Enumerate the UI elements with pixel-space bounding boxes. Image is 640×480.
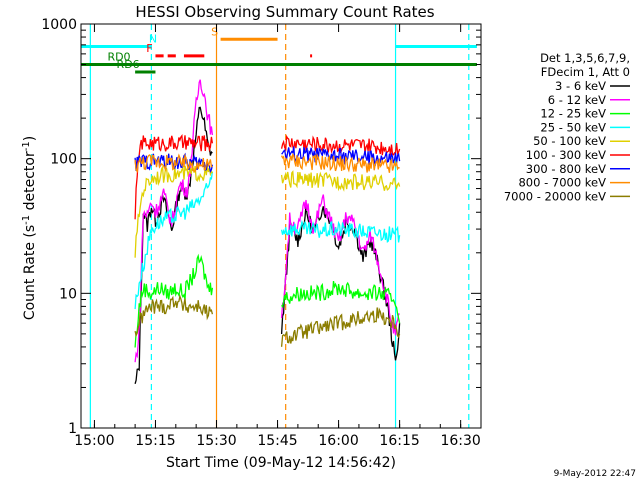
y-axis-label-end: )	[22, 136, 38, 141]
x-tick-label-4: 15:45	[257, 433, 297, 449]
series-50-100-kev	[134, 164, 401, 258]
flag-label-s: S	[211, 25, 218, 38]
y-tick-label-1: 1	[68, 421, 77, 437]
plot-frame	[80, 23, 482, 429]
flag-label-rd6: RD6	[117, 58, 140, 71]
series-12-25-kev	[134, 253, 401, 348]
legend-label-8: 800 - 7000 keV	[518, 176, 606, 190]
series-300-800-kev	[134, 146, 401, 174]
y-tick-label-2: 10	[59, 286, 77, 302]
y-tick-label-4: 1000	[41, 17, 77, 33]
x-tick-label-7: 16:30	[440, 433, 480, 449]
x-tick-label-3: 15:30	[196, 433, 236, 449]
legend-label-6: 100 - 300 keV	[526, 148, 606, 162]
legend-label-7: 300 - 800 keV	[526, 162, 606, 176]
y-axis-label: Count Rate (s-1 detector-1)	[21, 136, 38, 320]
flag-label-n: N	[149, 33, 157, 46]
legend-label-9: 7000 - 20000 keV	[504, 189, 606, 203]
legend-label-2: 6 - 12 keV	[548, 93, 606, 107]
legend-label-1: 3 - 6 keV	[555, 79, 606, 93]
legend-header-line-1: Det 1,3,5,6,7,9,	[540, 51, 630, 65]
x-axis: 15:00 15:15 15:30 15:45 16:00 16:15 16:30	[74, 24, 482, 449]
legend-header-line-2: FDecim 1, Att 0	[541, 65, 630, 79]
chart-title: HESSI Observing Summary Count Rates	[135, 3, 434, 21]
y-axis-label-exp2: -1	[21, 141, 32, 151]
x-tick-label-1: 15:00	[74, 433, 114, 449]
legend: Det 1,3,5,6,7,9, FDecim 1, Att 0 3 - 6 k…	[504, 51, 630, 203]
y-axis-label-base: Count Rate (s	[22, 225, 38, 320]
series-3-6-kev	[134, 106, 401, 384]
y-axis-label-exp1: -1	[21, 215, 32, 225]
x-tick-label-2: 15:15	[135, 433, 175, 449]
generation-timestamp: 9-May-2012 22:47	[554, 469, 636, 479]
x-tick-label-5: 16:00	[318, 433, 358, 449]
y-tick-label-3: 100	[50, 152, 77, 168]
legend-label-5: 50 - 100 keV	[533, 134, 606, 148]
svg-text:Count Rate (s-1 detector-1): Count Rate (s-1 detector-1)	[21, 136, 38, 320]
flag-label-rd0: RD0	[107, 51, 130, 64]
x-axis-label: Start Time (09-May-12 14:56:42)	[166, 455, 396, 471]
y-axis-label-mid: detector	[22, 151, 38, 215]
series-800-7000-kev	[134, 153, 400, 174]
legend-label-4: 25 - 50 keV	[540, 120, 606, 134]
legend-label-3: 12 - 25 keV	[540, 107, 606, 121]
x-tick-label-6: 16:15	[379, 433, 419, 449]
series-7000-20000-kev	[134, 293, 401, 347]
series-6-12-kev	[134, 79, 400, 363]
y-axis: 1 10 100 1000	[41, 17, 481, 437]
flag-label-f: F	[146, 42, 152, 55]
series-25-50-kev	[134, 171, 401, 310]
